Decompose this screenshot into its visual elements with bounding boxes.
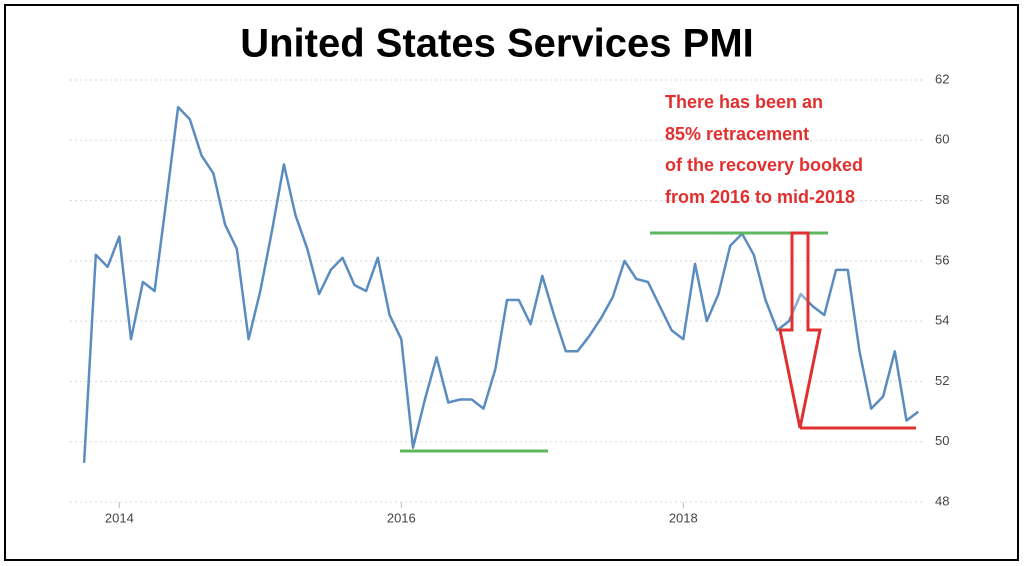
annotation-line: of the recovery booked [665,155,863,175]
annotation-line: from 2016 to mid-2018 [665,187,855,207]
plot-area: 48 50 52 54 56 58 60 62 2014 2016 2018 [70,71,949,525]
y-tick-label: 54 [935,313,949,328]
frame [4,4,1019,561]
annotation-line: 85% retracement [665,124,809,144]
chart-title: United States Services PMI [240,22,754,66]
y-tick-label: 50 [935,433,949,448]
y-tick-label: 62 [935,71,949,86]
y-tick-label: 60 [935,132,949,147]
annotation-line: There has been an [665,92,823,112]
y-tick-label: 48 [935,493,949,508]
y-tick-label: 52 [935,373,949,388]
x-tick-label: 2014 [105,510,134,525]
retracement-arrow [778,231,822,429]
x-tick-label: 2016 [387,510,416,525]
annotation: There has been an 85% retracement of the… [665,92,863,207]
y-tick-label: 56 [935,252,949,267]
y-tick-label: 58 [935,192,949,207]
x-tick-label: 2018 [669,510,698,525]
